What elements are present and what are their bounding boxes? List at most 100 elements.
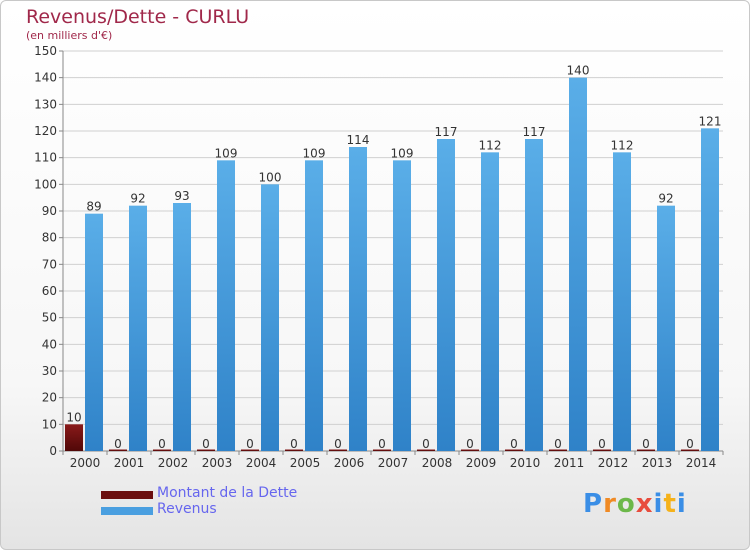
data-label-revenus: 89 xyxy=(86,200,101,214)
data-label-revenus: 140 xyxy=(567,64,590,78)
data-label-dette: 0 xyxy=(114,437,122,451)
bar-dette xyxy=(549,449,567,451)
chart-title: Revenus/Dette - CURLU xyxy=(26,6,250,28)
data-label-revenus: 93 xyxy=(174,189,189,203)
y-tick-label: 60 xyxy=(42,284,57,298)
legend-swatch-dette xyxy=(101,491,153,499)
x-tick-label: 2012 xyxy=(598,456,629,470)
x-tick-label: 2009 xyxy=(466,456,497,470)
y-tick-label: 20 xyxy=(42,391,57,405)
data-label-revenus: 92 xyxy=(130,192,145,206)
data-label-dette: 0 xyxy=(422,437,430,451)
data-label-dette: 0 xyxy=(510,437,518,451)
x-tick-label: 2007 xyxy=(378,456,409,470)
x-tick-label: 2013 xyxy=(642,456,673,470)
bar-dette xyxy=(329,449,347,451)
bar-revenus xyxy=(85,213,103,451)
data-label-revenus: 112 xyxy=(479,138,502,152)
y-tick-label: 10 xyxy=(42,417,57,431)
x-tick-label: 2006 xyxy=(334,456,365,470)
x-tick-label: 2000 xyxy=(70,456,101,470)
bar-revenus xyxy=(569,77,587,452)
y-tick-label: 110 xyxy=(34,151,57,165)
data-label-dette: 0 xyxy=(554,437,562,451)
bar-revenus xyxy=(481,152,499,452)
x-tick-label: 2011 xyxy=(554,456,585,470)
data-label-revenus: 117 xyxy=(435,125,458,139)
y-tick-label: 90 xyxy=(42,204,57,218)
bar-revenus xyxy=(701,128,719,451)
bar-dette xyxy=(197,449,215,451)
legend-label-revenus: Revenus xyxy=(157,501,217,517)
y-tick-label: 80 xyxy=(42,231,57,245)
x-tick-label: 2003 xyxy=(202,456,233,470)
x-tick-label: 2010 xyxy=(510,456,541,470)
bar-revenus xyxy=(173,203,191,451)
bar-revenus xyxy=(217,160,235,452)
data-label-dette: 0 xyxy=(466,437,474,451)
bar-revenus xyxy=(349,147,367,451)
data-label-revenus: 109 xyxy=(303,146,326,160)
data-label-dette: 0 xyxy=(378,437,386,451)
y-tick-label: 70 xyxy=(42,257,57,271)
bar-revenus xyxy=(525,139,543,451)
proxiti-logo: Proxiti xyxy=(583,489,687,519)
bar-dette xyxy=(417,449,435,451)
bar-dette xyxy=(637,449,655,451)
bar-dette xyxy=(373,449,391,451)
y-tick-label: 50 xyxy=(42,311,57,325)
data-label-dette: 0 xyxy=(158,437,166,451)
data-label-dette: 10 xyxy=(66,410,81,424)
y-tick-label: 150 xyxy=(34,44,57,58)
data-label-revenus: 114 xyxy=(347,133,370,147)
x-tick-label: 2005 xyxy=(290,456,321,470)
bar-revenus xyxy=(613,152,631,452)
bar-revenus xyxy=(657,205,675,451)
x-tick-label: 2001 xyxy=(114,456,145,470)
bar-dette xyxy=(285,449,303,451)
legend-label-dette: Montant de la Dette xyxy=(157,485,298,501)
chart-subtitle: (en milliers d'€) xyxy=(26,29,113,42)
bar-dette xyxy=(461,449,479,451)
data-label-revenus: 109 xyxy=(391,146,414,160)
bar-revenus xyxy=(129,205,147,451)
bar-revenus xyxy=(261,184,279,452)
data-label-dette: 0 xyxy=(202,437,210,451)
y-tick-label: 120 xyxy=(34,124,57,138)
data-label-dette: 0 xyxy=(686,437,694,451)
y-tick-label: 0 xyxy=(49,444,57,458)
bar-dette xyxy=(681,449,699,451)
data-label-dette: 0 xyxy=(290,437,298,451)
y-tick-label: 30 xyxy=(42,364,57,378)
bar-dette xyxy=(65,424,83,451)
bar-dette xyxy=(505,449,523,451)
y-tick-label: 100 xyxy=(34,177,57,191)
x-tick-label: 2002 xyxy=(158,456,189,470)
data-label-dette: 0 xyxy=(598,437,606,451)
y-tick-label: 140 xyxy=(34,71,57,85)
y-tick-label: 130 xyxy=(34,97,57,111)
data-label-dette: 0 xyxy=(334,437,342,451)
x-tick-label: 2008 xyxy=(422,456,453,470)
data-label-revenus: 117 xyxy=(523,125,546,139)
y-tick-label: 40 xyxy=(42,337,57,351)
data-label-dette: 0 xyxy=(246,437,254,451)
data-label-dette: 0 xyxy=(642,437,650,451)
bar-dette xyxy=(109,449,127,451)
bar-dette xyxy=(593,449,611,451)
legend-swatch-revenus xyxy=(101,507,153,515)
data-label-revenus: 109 xyxy=(215,146,238,160)
bar-dette xyxy=(241,449,259,451)
x-tick-label: 2004 xyxy=(246,456,277,470)
x-tick-label: 2014 xyxy=(686,456,717,470)
bar-revenus xyxy=(393,160,411,452)
bar-revenus xyxy=(305,160,323,452)
data-label-revenus: 121 xyxy=(699,114,722,128)
bar-dette xyxy=(153,449,171,451)
data-label-revenus: 112 xyxy=(611,138,634,152)
bar-revenus xyxy=(437,139,455,451)
data-label-revenus: 100 xyxy=(259,170,282,184)
data-label-revenus: 92 xyxy=(658,192,673,206)
